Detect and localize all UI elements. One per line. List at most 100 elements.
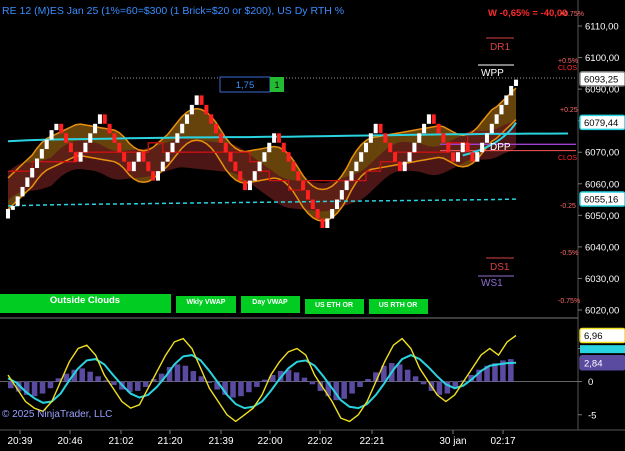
renko-bricks [5,79,519,228]
renko-brick [494,114,499,124]
renko-brick [513,79,519,86]
histogram-bar [8,381,14,389]
renko-brick [426,114,431,124]
histogram-bar [31,381,38,397]
histogram-bar [23,381,30,395]
price-badge-label: 6093,25 [584,74,618,85]
renko-brick [446,142,451,153]
dpp-label: DPP [490,142,511,153]
osc-badge [579,327,625,344]
price-badge [579,71,625,87]
time-tick-label: 02:17 [490,436,515,447]
price-tick-label: 6090,00 [585,85,619,96]
price-tick-label: 6050,00 [585,211,619,222]
renko-brick [170,142,175,153]
price-tick-label: 6110,00 [585,22,619,33]
renko-brick [267,142,272,153]
renko-brick [184,114,190,124]
histogram-bar [325,381,332,397]
histogram-bar [262,379,268,382]
renko-brick [422,123,427,134]
wkly-vwap-button[interactable] [176,296,236,313]
renko-brick [218,133,223,143]
time-tick-label: 21:39 [208,436,233,447]
clos-top-label: CLOS [558,65,577,72]
renko-brick [339,190,344,200]
time-tick-label: 22:21 [359,436,384,447]
histogram-bar [166,367,173,382]
outside-clouds-button[interactable] [0,294,171,313]
renko-brick [5,209,11,219]
pct-m05-label: -0.5% [560,250,578,257]
ws1-label: WS1 [481,278,503,289]
renko-brick [122,152,127,162]
renko-brick [131,161,136,172]
time-tick-label: 20:39 [7,436,32,447]
renko-brick [10,205,15,210]
price-badge [579,191,625,207]
pct-p075-label: +0.75% [560,11,584,18]
oscillator-panel: -5056,962,84 [0,327,625,423]
histogram-bar [39,381,46,394]
renko-brick [475,152,480,162]
price-tick-label: 6030,00 [585,274,619,285]
renko-brick [484,133,489,143]
wkly-vwap-label: Wkly VWAP [187,299,226,306]
renko-brick [455,152,460,162]
pct-p025-label: +0.25 [560,107,578,114]
osc-tick-label: 0 [588,377,593,388]
histogram-bar [230,381,236,398]
histogram-bar [190,371,197,382]
renko-brick [393,152,398,162]
osc-badge [579,355,625,371]
histogram-bar [381,365,387,382]
renko-brick [141,152,146,162]
histogram-bar [452,381,459,389]
osc-badge-label: 6,96 [584,331,603,342]
histogram-bar [71,369,78,382]
renko-brick [102,114,107,124]
cyan-vwap-line [7,132,569,143]
renko-brick [112,133,117,143]
us-rth-or-label: US RTH OR [379,302,418,309]
renko-brick [354,161,359,172]
copyright-label: © 2025 NinjaTrader, LLC [2,409,112,420]
osc-cyan-line [7,354,517,410]
ds1-label: DS1 [490,262,510,273]
histogram-bar [404,369,411,382]
renko-brick [397,161,402,172]
cyan-tail-line [462,122,517,157]
renko-brick [214,123,219,134]
renko-brick [68,142,73,153]
us-eth-or-button[interactable] [305,299,364,314]
day-vwap-button[interactable] [241,296,300,313]
price-tick-label: 6070,00 [585,148,619,159]
renko-brick [228,152,233,162]
ruler-count-box [270,77,284,92]
renko-brick [470,152,475,162]
renko-brick [262,152,267,162]
renko-brick [20,186,25,197]
ruler-value: 1,75 [236,80,255,91]
histogram-bar [269,375,276,382]
renko-brick [35,158,40,168]
renko-brick [320,218,325,228]
histogram-bar [214,381,220,390]
renko-brick [64,133,69,143]
renko-brick [489,123,494,134]
renko-brick [460,142,465,153]
renko-brick [499,104,504,115]
renko-brick [252,171,257,181]
us-rth-or-button[interactable] [369,299,428,314]
renko-brick [310,199,315,210]
renko-brick [39,149,44,159]
histogram-bar [357,381,363,387]
renko-brick [146,161,151,172]
histogram-bar [111,381,117,385]
histogram-bar [508,359,514,382]
weekly-change-label: W -0,65% = -40,00 [488,8,567,19]
price-tick-label: 6100,00 [585,53,619,64]
wpp-label: WPP [481,68,504,79]
renko-brick [291,161,296,172]
